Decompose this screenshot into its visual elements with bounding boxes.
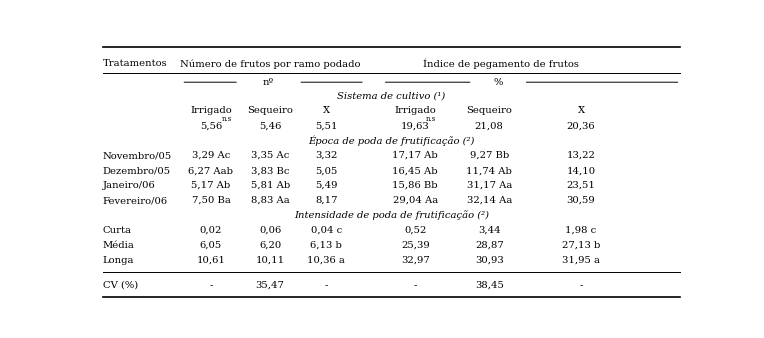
Text: 6,27 Aab: 6,27 Aab <box>189 166 234 175</box>
Text: 5,46: 5,46 <box>259 121 281 130</box>
Text: 3,32: 3,32 <box>316 151 338 160</box>
Text: X̅: X̅ <box>578 106 584 115</box>
Text: 32,14 Aa: 32,14 Aa <box>467 196 512 205</box>
Text: 20,36: 20,36 <box>567 121 595 130</box>
Text: 6,13 b: 6,13 b <box>310 241 342 250</box>
Text: 5,49: 5,49 <box>316 181 338 190</box>
Text: Sequeiro: Sequeiro <box>466 106 512 115</box>
Text: Irrigado: Irrigado <box>394 106 436 115</box>
Text: 9,27 Bb: 9,27 Bb <box>470 151 509 160</box>
Text: 1,98 c: 1,98 c <box>565 226 597 235</box>
Text: %: % <box>494 78 503 87</box>
Text: 10,11: 10,11 <box>256 256 285 265</box>
Text: 21,08: 21,08 <box>474 121 503 130</box>
Text: 5,81 Ab: 5,81 Ab <box>251 181 290 190</box>
Text: 5,56: 5,56 <box>200 121 222 130</box>
Text: CV (%): CV (%) <box>102 281 138 290</box>
Text: nº: nº <box>263 78 274 87</box>
Text: 19,63: 19,63 <box>401 121 429 130</box>
Text: 3,29 Ac: 3,29 Ac <box>192 151 230 160</box>
Text: n.s: n.s <box>426 115 436 123</box>
Text: -: - <box>209 281 212 290</box>
Text: 16,45 Ab: 16,45 Ab <box>393 166 438 175</box>
Text: 0,02: 0,02 <box>199 226 222 235</box>
Text: Dezembro/05: Dezembro/05 <box>102 166 170 175</box>
Text: 7,50 Ba: 7,50 Ba <box>192 196 231 205</box>
Text: 35,47: 35,47 <box>256 281 285 290</box>
Text: 5,51: 5,51 <box>316 121 338 130</box>
Text: 0,52: 0,52 <box>404 226 426 235</box>
Text: -: - <box>579 281 583 290</box>
Text: n.s: n.s <box>222 115 231 123</box>
Text: -: - <box>413 281 417 290</box>
Text: Longa: Longa <box>102 256 134 265</box>
Text: Número de frutos por ramo podado: Número de frutos por ramo podado <box>180 59 361 69</box>
Text: X̅: X̅ <box>323 106 330 115</box>
Text: 15,86 Bb: 15,86 Bb <box>393 181 438 190</box>
Text: 32,97: 32,97 <box>401 256 429 265</box>
Text: Novembro/05: Novembro/05 <box>102 151 172 160</box>
Text: Intensidade de poda de frutificação (²): Intensidade de poda de frutificação (²) <box>294 211 489 220</box>
Text: 10,36 a: 10,36 a <box>307 256 345 265</box>
Text: 31,17 Aa: 31,17 Aa <box>467 181 512 190</box>
Text: 3,83 Bc: 3,83 Bc <box>251 166 290 175</box>
Text: 10,61: 10,61 <box>196 256 225 265</box>
Text: 17,17 Ab: 17,17 Ab <box>393 151 438 160</box>
Text: 8,17: 8,17 <box>316 196 338 205</box>
Text: 29,04 Aa: 29,04 Aa <box>393 196 438 205</box>
Text: Curta: Curta <box>102 226 131 235</box>
Text: 27,13 b: 27,13 b <box>562 241 601 250</box>
Text: 38,45: 38,45 <box>474 281 503 290</box>
Text: 30,93: 30,93 <box>475 256 503 265</box>
Text: 14,10: 14,10 <box>566 166 596 175</box>
Text: 13,22: 13,22 <box>567 151 595 160</box>
Text: 28,87: 28,87 <box>475 241 503 250</box>
Text: 3,44: 3,44 <box>478 226 500 235</box>
Text: Sistema de cultivo (¹): Sistema de cultivo (¹) <box>338 92 445 101</box>
Text: 6,20: 6,20 <box>259 241 281 250</box>
Text: 11,74 Ab: 11,74 Ab <box>466 166 512 175</box>
Text: Sequeiro: Sequeiro <box>248 106 293 115</box>
Text: 0,06: 0,06 <box>259 226 281 235</box>
Text: Janeiro/06: Janeiro/06 <box>102 181 155 190</box>
Text: -: - <box>325 281 328 290</box>
Text: Média: Média <box>102 241 134 250</box>
Text: 25,39: 25,39 <box>401 241 429 250</box>
Text: 31,95 a: 31,95 a <box>562 256 600 265</box>
Text: Tratamentos: Tratamentos <box>102 59 167 69</box>
Text: 30,59: 30,59 <box>567 196 595 205</box>
Text: 8,83 Aa: 8,83 Aa <box>251 196 290 205</box>
Text: Irrigado: Irrigado <box>190 106 231 115</box>
Text: 5,05: 5,05 <box>316 166 338 175</box>
Text: Índice de pegamento de frutos: Índice de pegamento de frutos <box>423 59 579 69</box>
Text: Fevereiro/06: Fevereiro/06 <box>102 196 168 205</box>
Text: 3,35 Ac: 3,35 Ac <box>251 151 290 160</box>
Text: 5,17 Ab: 5,17 Ab <box>191 181 231 190</box>
Text: 6,05: 6,05 <box>200 241 222 250</box>
Text: 23,51: 23,51 <box>567 181 595 190</box>
Text: Época de poda de frutificação (²): Época de poda de frutificação (²) <box>309 136 474 146</box>
Text: 0,04 c: 0,04 c <box>311 226 342 235</box>
